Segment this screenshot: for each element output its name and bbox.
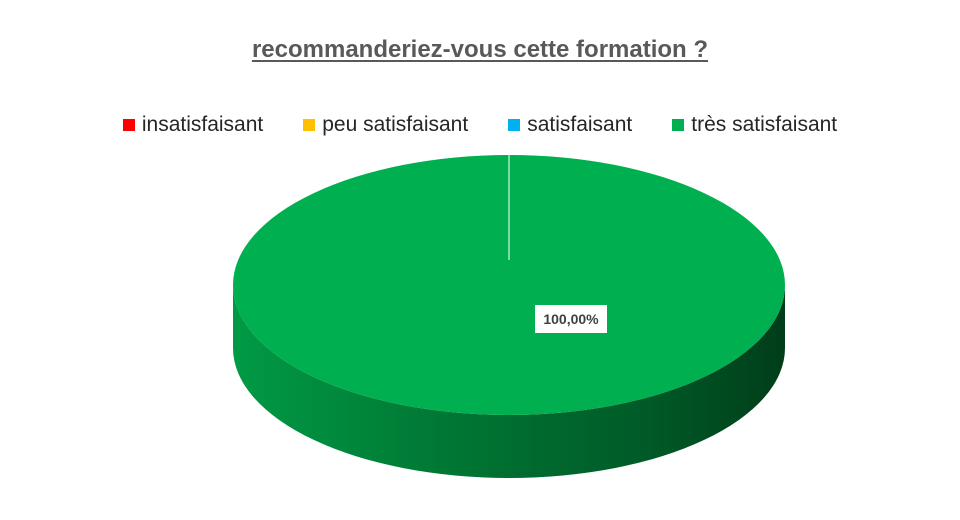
legend-swatch-insatisfaisant	[122, 119, 135, 131]
legend-swatch-tres-satisfaisant	[672, 119, 685, 131]
legend-item-tres-satisfaisant: très satisfaisant	[672, 113, 837, 137]
legend-item-insatisfaisant: insatisfaisant	[122, 113, 264, 137]
legend-label-tres-satisfaisant: très satisfaisant	[691, 113, 838, 136]
data-label-group: 100,00%	[535, 305, 607, 333]
legend-label-satisfaisant: satisfaisant	[527, 113, 633, 136]
data-label-tres-satisfaisant: 100,00%	[543, 311, 599, 327]
data-label-box	[535, 305, 607, 333]
legend-label-peu-satisfaisant: peu satisfaisant	[322, 113, 469, 136]
pie-side	[233, 285, 785, 478]
legend-swatch-satisfaisant	[508, 119, 521, 131]
legend-label-insatisfaisant: insatisfaisant	[141, 113, 264, 136]
pie-slice-3	[233, 155, 785, 415]
legend-item-satisfaisant: satisfaisant	[508, 113, 632, 137]
legend: insatisfaisant peu satisfaisant satisfai…	[0, 113, 960, 137]
chart-title: recommanderiez-vous cette formation ?	[251, 36, 709, 63]
legend-swatch-peu-satisfaisant	[303, 119, 316, 131]
pie-slices	[233, 155, 785, 478]
legend-item-peu-satisfaisant: peu satisfaisant	[303, 113, 468, 137]
